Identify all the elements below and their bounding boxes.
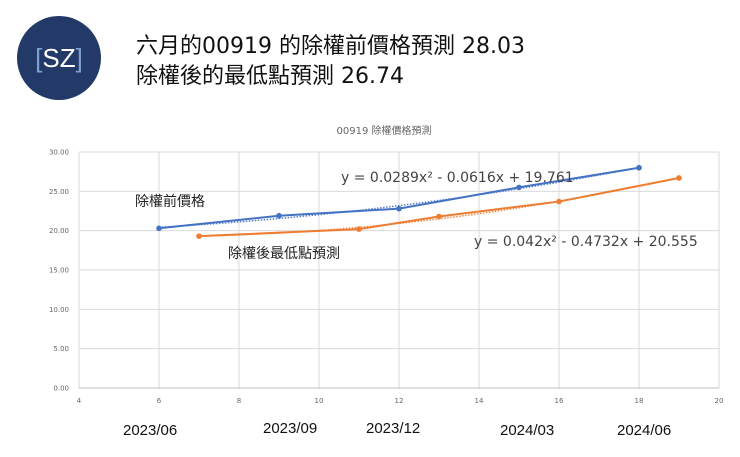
headline-line-2: 除權後的最低點預測 26.74 [136,64,404,89]
trendline-equation-1: y = 0.0289x² - 0.0616x + 19.761 [341,170,574,186]
svg-text:12: 12 [395,397,404,405]
svg-text:25.00: 25.00 [49,188,69,196]
svg-text:20: 20 [715,397,724,405]
chart-title: 00919 除權價格預測 [337,124,432,137]
svg-text:10.00: 10.00 [49,306,69,314]
chart-series [156,164,682,239]
series-label-after-ex-dividend-low: 除權後最低點預測 [228,246,340,262]
svg-text:8: 8 [237,397,241,405]
svg-text:4: 4 [77,397,82,405]
svg-text:20.00: 20.00 [49,227,69,235]
date-label-3: 2023/12 [366,420,421,437]
headline: 六月的00919 的除權前價格預測 28.03 除權後的最低點預測 26.74 [136,32,525,92]
date-label-4: 2024/03 [500,422,555,439]
sz-logo: [SZ] [17,16,101,100]
date-label-1: 2023/06 [123,422,178,439]
date-label-5: 2024/06 [617,422,672,439]
headline-line-1: 六月的00919 的除權前價格預測 28.03 [136,34,525,59]
svg-text:30.00: 30.00 [49,149,69,157]
svg-text:16: 16 [555,397,564,405]
svg-text:5.00: 5.00 [53,345,69,353]
series-label-before-ex-dividend: 除權前價格 [135,193,205,210]
logo-text: SZ [42,42,76,73]
axis-ticks: 0.00 5.00 10.00 15.00 20.00 25.00 30.00 4 6 8 10 12… [49,149,724,406]
date-label-2: 2023/09 [263,420,318,437]
svg-text:18: 18 [635,397,644,405]
svg-text:15.00: 15.00 [49,267,69,275]
svg-text:6: 6 [157,397,162,405]
logo-left-bracket: [ [35,42,43,73]
svg-text:10: 10 [315,397,324,405]
logo-right-bracket: ] [75,42,83,73]
trendline-equation-2: y = 0.042x² - 0.4732x + 20.555 [474,234,698,250]
chart-grid [78,151,720,389]
svg-text:14: 14 [475,397,484,405]
svg-text:0.00: 0.00 [53,385,69,393]
